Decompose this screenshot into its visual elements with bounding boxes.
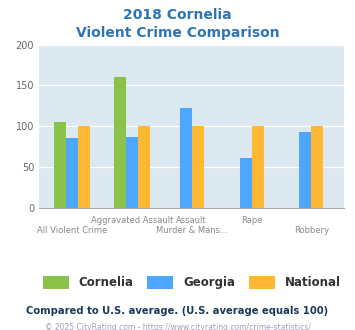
Text: Aggravated Assault: Aggravated Assault [91, 216, 173, 225]
Bar [240, 158, 252, 208]
Legend: Cornelia, Georgia, National: Cornelia, Georgia, National [38, 271, 345, 294]
Text: © 2025 CityRating.com - https://www.cityrating.com/crime-statistics/: © 2025 CityRating.com - https://www.city… [45, 323, 310, 330]
Bar [138, 126, 150, 208]
Bar [78, 126, 90, 208]
Text: Murder & Mans...: Murder & Mans... [156, 226, 228, 235]
Bar [66, 138, 78, 208]
Text: Compared to U.S. average. (U.S. average equals 100): Compared to U.S. average. (U.S. average … [26, 306, 329, 316]
Bar [54, 122, 66, 208]
Text: Assault: Assault [176, 216, 207, 225]
Bar [126, 137, 138, 208]
Text: Robbery: Robbery [294, 226, 329, 235]
Text: Violent Crime Comparison: Violent Crime Comparison [76, 26, 279, 40]
Bar [311, 126, 323, 208]
Bar [180, 108, 192, 208]
Text: Rape: Rape [241, 216, 262, 225]
Bar [300, 132, 311, 208]
Bar [252, 126, 263, 208]
Bar [192, 126, 204, 208]
Bar [114, 77, 126, 208]
Text: All Violent Crime: All Violent Crime [37, 226, 107, 235]
Text: 2018 Cornelia: 2018 Cornelia [123, 8, 232, 22]
